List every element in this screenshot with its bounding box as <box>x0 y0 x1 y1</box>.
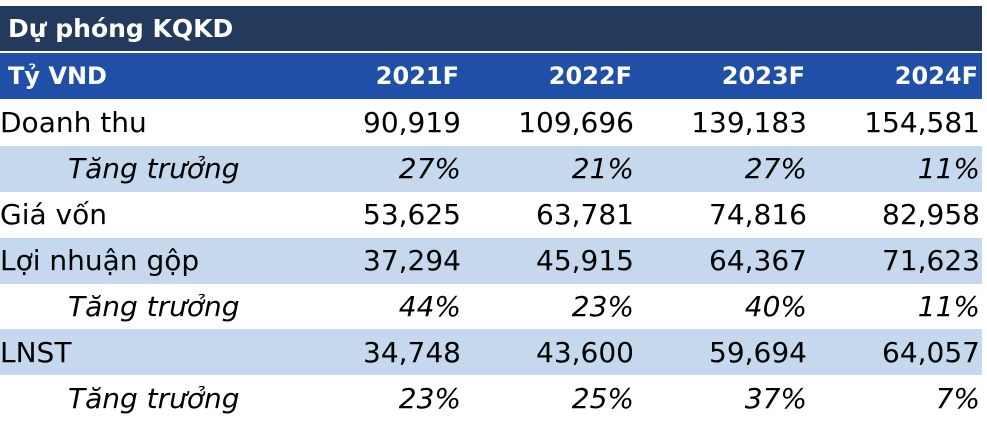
row-label: Tăng trưởng <box>68 290 240 323</box>
cell-value: 34,748 <box>290 329 463 376</box>
table-row-lnst: LNST 34,748 43,600 59,694 64,057 <box>0 329 982 376</box>
table-row-growth-revenue: Tăng trưởng 27% 21% 27% 11% <box>0 145 982 192</box>
table-row-growth-gross-profit: Tăng trưởng 44% 23% 40% 11% <box>0 284 982 330</box>
cell-value: 90,919 <box>363 106 461 140</box>
table-row-doanh-thu: Doanh thu 90,919 109,696 139,183 154,581 <box>0 100 982 146</box>
row-label: Giá vốn <box>0 198 107 232</box>
cell-value: 64,057 <box>809 329 982 376</box>
cell-value: 63,781 <box>536 198 634 232</box>
cell-value: 40% <box>744 290 807 323</box>
cell-value: 64,367 <box>636 237 809 284</box>
year-header-2022: 2022F <box>548 62 632 90</box>
cell-value: 71,623 <box>809 237 982 284</box>
cell-value: 139,183 <box>691 106 807 140</box>
cell-value: 74,816 <box>709 198 807 232</box>
cell-value: 21% <box>463 145 636 192</box>
cell-value: 44% <box>398 290 461 323</box>
unit-header: Tỷ VND <box>8 62 107 90</box>
table-row-gia-von: Giá vốn 53,625 63,781 74,816 82,958 <box>0 192 982 238</box>
forecast-table: Doanh thu 90,919 109,696 139,183 154,581… <box>0 100 982 421</box>
cell-value: 109,696 <box>518 106 634 140</box>
row-label: Tăng trưởng <box>0 145 290 192</box>
row-label: LNST <box>0 329 290 376</box>
cell-value: 53,625 <box>363 198 461 232</box>
cell-value: 59,694 <box>636 329 809 376</box>
row-label: Doanh thu <box>0 106 147 140</box>
cell-value: 23% <box>571 290 634 323</box>
table-row-growth-net-profit: Tăng trưởng 23% 25% 37% 7% <box>0 375 982 421</box>
year-header-2023: 2023F <box>721 62 805 90</box>
cell-value: 7% <box>935 381 980 415</box>
cell-value: 45,915 <box>463 237 636 284</box>
table-title: Dự phóng KQKD <box>0 6 982 51</box>
cell-value: 154,581 <box>864 106 980 140</box>
cell-value: 37,294 <box>290 237 463 284</box>
cell-value: 11% <box>809 145 982 192</box>
cell-value: 43,600 <box>463 329 636 376</box>
cell-value: 82,958 <box>882 198 980 232</box>
cell-value: 27% <box>290 145 463 192</box>
row-label: Tăng trưởng <box>68 381 240 415</box>
cell-value: 23% <box>398 381 461 415</box>
row-label: Lợi nhuận gộp <box>0 237 290 284</box>
table-header-row: Tỷ VND 2021F 2022F 2023F 2024F <box>0 53 982 99</box>
cell-value: 25% <box>571 381 634 415</box>
cell-value: 11% <box>917 290 980 323</box>
table-row-loi-nhuan-gop: Lợi nhuận gộp 37,294 45,915 64,367 71,62… <box>0 237 982 284</box>
cell-value: 27% <box>636 145 809 192</box>
year-header-2021: 2021F <box>375 62 459 90</box>
year-header-2024: 2024F <box>894 62 978 90</box>
cell-value: 37% <box>744 381 807 415</box>
